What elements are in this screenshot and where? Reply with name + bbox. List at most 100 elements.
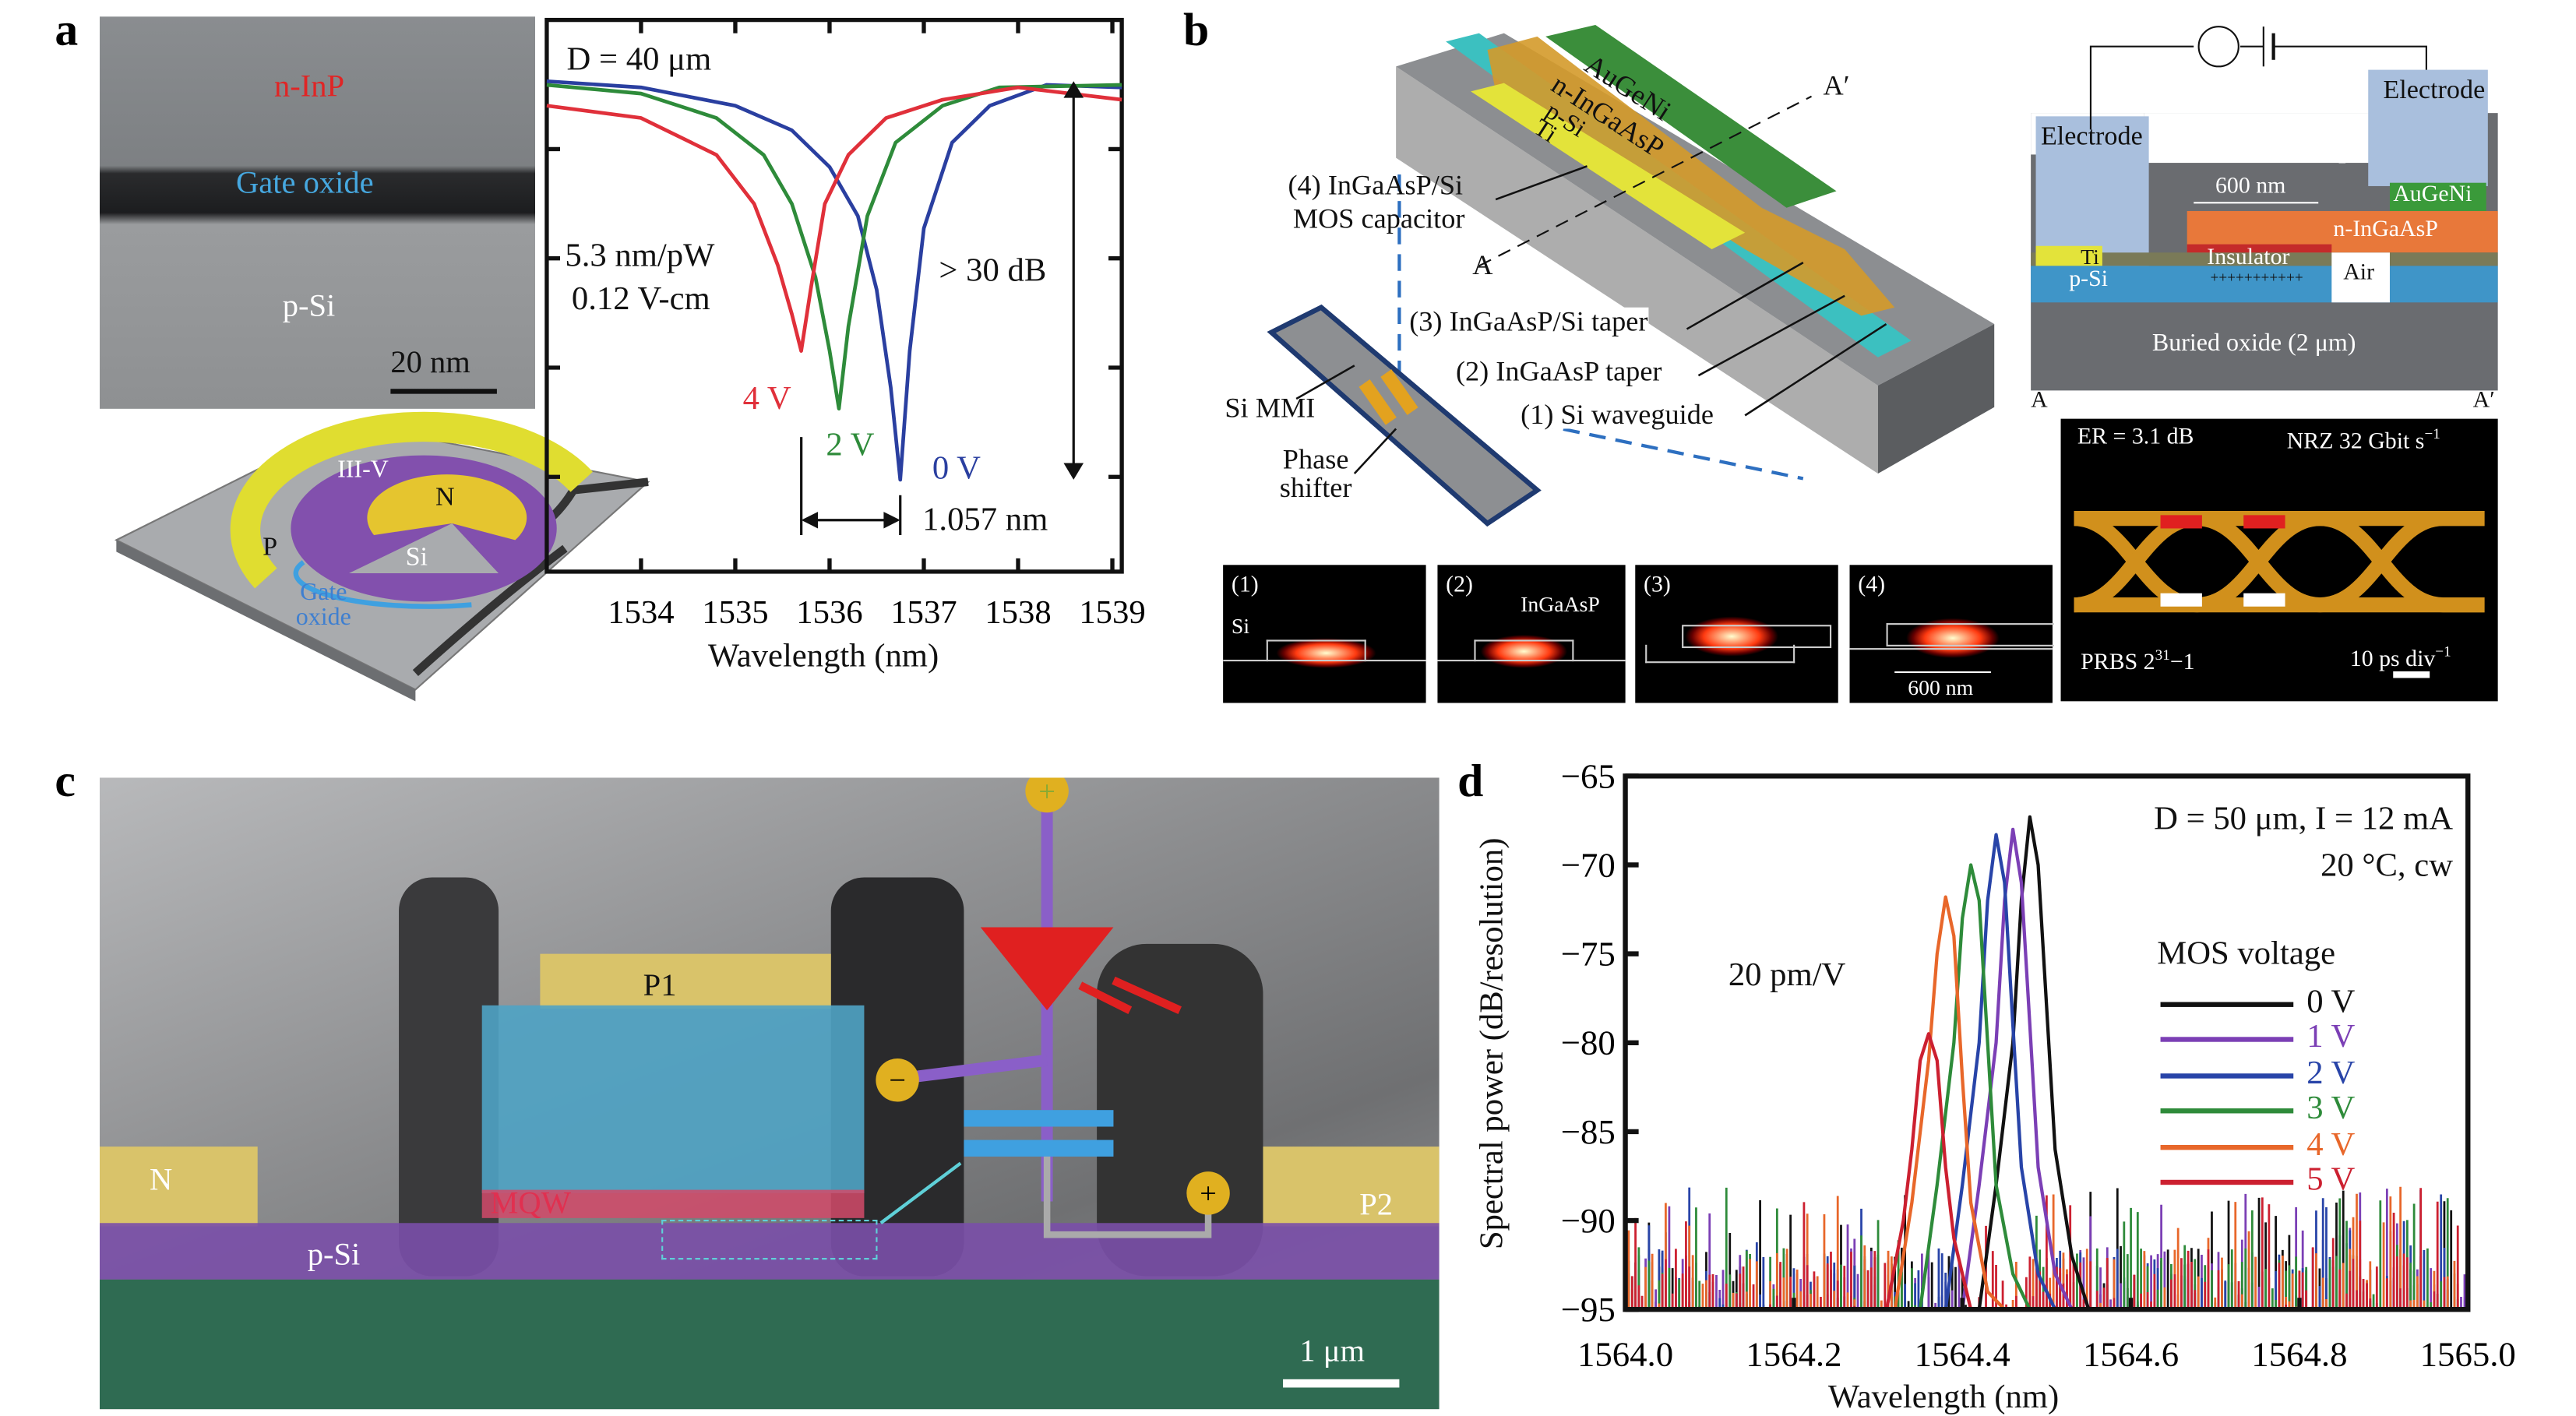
mode-note: Si <box>1231 613 1250 639</box>
mos-capacitor-label-2: MOS capacitor <box>1292 203 1465 234</box>
sio2-text: SiO <box>2296 134 2338 164</box>
p-si-layer <box>100 1223 1440 1280</box>
n-label: N <box>150 1163 173 1199</box>
efficiency-annotation: 5.3 nm/pW <box>565 238 715 275</box>
legend-label: 4 V <box>2306 1125 2356 1163</box>
mode-note: InGaAsP <box>1521 591 1600 617</box>
scale-bar-label: 20 nm <box>390 345 470 381</box>
y-tick-label: −70 <box>1561 845 1616 884</box>
cross-section-diagram <box>2031 26 2498 391</box>
p1-label: P1 <box>643 968 677 1004</box>
arrow-head <box>1063 81 1084 98</box>
sio2-label: SiO2 <box>2296 136 2346 168</box>
y-tick-label: −80 <box>1561 1023 1616 1062</box>
prbs-label: PRBS 231−1 <box>2081 646 2194 676</box>
x-tick-label: 1564.2 <box>1746 1335 1841 1374</box>
width-600nm-label: 600 nm <box>2215 174 2286 200</box>
ring-modulator-diagram <box>114 411 650 702</box>
chart-a-xlabel: Wavelength (nm) <box>707 638 939 675</box>
sio2-subscript: 2 <box>2338 150 2347 168</box>
svg-text:+: + <box>1038 777 1055 808</box>
plus-charges: +++++++++++ <box>2210 269 2303 286</box>
panel-label-c: c <box>55 756 76 808</box>
circuit-overlay: + − + <box>876 777 1230 1238</box>
mode-profile-2: (2) InGaAsP <box>1437 565 1626 703</box>
panel-label-d: d <box>1457 756 1484 808</box>
prbs-sup: 31 <box>2155 646 2170 664</box>
mode-note: 600 nm <box>1908 675 1974 700</box>
mqw-layer <box>481 1189 865 1218</box>
scale-bar <box>1283 1379 1400 1388</box>
series-line-2v <box>546 83 1122 410</box>
y-tick-label: −75 <box>1561 935 1616 974</box>
y-tick-label: −65 <box>1561 756 1616 795</box>
extinction-ratio-label: ER = 3.1 dB <box>2077 425 2194 451</box>
si-mmi-label: Si MMI <box>1225 392 1316 424</box>
scale-bar <box>390 389 497 394</box>
scale-bar-label: 1 μm <box>1299 1334 1366 1370</box>
mos-capacitor-label-1: (4) InGaAsP/Si <box>1288 169 1464 202</box>
a-cs-label: A <box>2031 389 2048 414</box>
gate-oxide-label: Gate oxide <box>235 166 374 202</box>
phase-shifter-line2: shifter <box>1279 471 1352 504</box>
time-div-label: 10 ps div−1 <box>2350 643 2451 673</box>
legend-swatch <box>2160 1144 2294 1150</box>
taper2-label: (2) InGaAsP taper <box>1455 355 1662 388</box>
mode-profile-3: (3) <box>1635 565 1838 703</box>
diameter-annotation: D = 40 μm <box>566 41 712 79</box>
x-tick-label: 1538 <box>985 594 1051 631</box>
bitrate-label: NRZ 32 Gbit s−1 <box>2287 425 2440 455</box>
series-line-4v <box>546 85 1122 353</box>
series-line-0v <box>546 79 1122 482</box>
x-tick-label: 1534 <box>608 594 674 631</box>
x-tick-label: 1564.4 <box>1915 1335 2010 1374</box>
electrode-right-label: Electrode <box>2383 76 2486 105</box>
chart-d-xlabel: Wavelength (nm) <box>1827 1379 2060 1416</box>
mode-profile-4: (4) 600 nm <box>1849 565 2055 703</box>
p1-contact <box>540 953 831 1009</box>
p2-contact <box>1263 1147 1440 1227</box>
legend-label: 2 V <box>2306 1055 2356 1092</box>
legend-title: MOS voltage <box>2157 935 2336 973</box>
n-inp-label: n-InP <box>274 69 345 105</box>
mode-label: (1) <box>1231 573 1259 599</box>
legend-label: 1 V <box>2306 1019 2356 1056</box>
time-div-sup: −1 <box>2435 643 2451 660</box>
bitrate-sup: −1 <box>2424 425 2440 442</box>
mode-profile-1: (1) Si <box>1223 565 1426 703</box>
si-label: Si <box>405 543 428 572</box>
a-prime-cs-label: A′ <box>2472 389 2495 414</box>
mqw-label: MQW <box>490 1186 571 1222</box>
label-2v: 2 V <box>826 427 875 464</box>
gate-oxide-line2: oxide <box>295 604 351 632</box>
n-label: N <box>435 483 455 513</box>
x-tick-label: 1536 <box>796 594 862 631</box>
x-tick-label: 1539 <box>1079 594 1145 631</box>
taper3-label: (3) InGaAsP/Si taper <box>1409 305 1648 338</box>
x-tick-label: 1537 <box>890 594 957 631</box>
label-4v: 4 V <box>742 380 791 417</box>
series-line-4v <box>1893 895 2006 1311</box>
substrate <box>100 1279 1440 1410</box>
legend-swatch <box>2160 1108 2294 1114</box>
mode-label: (4) <box>1858 573 1886 599</box>
legend-swatch <box>2160 1179 2294 1185</box>
ti-cs-label: Ti <box>2081 244 2099 269</box>
p2-label: P2 <box>1359 1188 1394 1224</box>
conditions-line1: D = 50 μm, I = 12 mA <box>2154 801 2454 838</box>
buried-oxide-label: Buried oxide (2 μm) <box>2151 330 2356 358</box>
x-tick-label: 1535 <box>702 594 768 631</box>
series-line-5v <box>1884 1032 1973 1310</box>
a-3d-label: A <box>1472 249 1493 281</box>
sem-image: + − + P1 N MQW p-Si P2 1 μm <box>100 777 1440 1410</box>
series-line-3v <box>1918 863 2032 1311</box>
a-prime-3d-label: A′ <box>1823 69 1850 102</box>
mode-label: (3) <box>1644 573 1671 599</box>
tuning-annotation: 20 pm/V <box>1728 956 1846 994</box>
svg-text:+: + <box>1200 1178 1217 1210</box>
chart-a: 1534 1535 1536 1537 1538 1539 <box>544 17 1146 631</box>
p-label: P <box>263 533 278 562</box>
eye-diagram: ER = 3.1 dB NRZ 32 Gbit s−1 PRBS 231−1 1… <box>2060 418 2498 702</box>
p-si-label: p-Si <box>307 1238 361 1273</box>
